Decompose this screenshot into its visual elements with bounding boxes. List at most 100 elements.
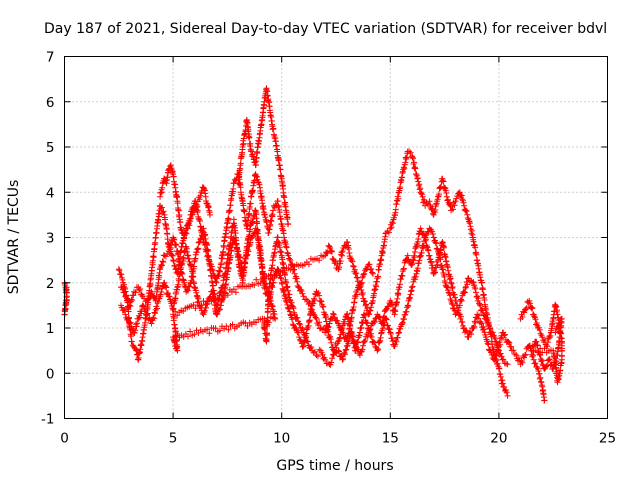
data-point [463, 208, 470, 215]
data-point [316, 319, 323, 326]
data-point [452, 198, 459, 205]
data-point [383, 315, 389, 322]
data-point [247, 140, 254, 147]
data-point [477, 302, 484, 309]
data-point [201, 307, 208, 314]
data-point [403, 308, 410, 315]
data-point [254, 150, 261, 157]
data-point [214, 328, 221, 335]
data-point [190, 273, 197, 280]
data-point [177, 270, 184, 277]
data-point [268, 218, 275, 225]
data-point [115, 266, 122, 273]
data-point [418, 249, 425, 256]
data-point [233, 240, 240, 247]
data-point [234, 244, 240, 251]
data-point [532, 316, 539, 323]
data-point [464, 281, 471, 288]
y-tick-label: 5 [46, 140, 55, 156]
data-point [407, 149, 414, 156]
data-point [358, 324, 365, 331]
data-point [392, 308, 399, 315]
data-point [308, 344, 315, 350]
data-point [289, 303, 296, 310]
data-point [396, 329, 402, 336]
data-point [312, 348, 318, 355]
data-point [434, 261, 441, 268]
data-point [430, 270, 437, 277]
data-point [187, 328, 194, 335]
data-point [226, 207, 233, 214]
plot-frame [64, 56, 608, 419]
data-point [136, 287, 143, 294]
data-point [458, 313, 464, 320]
data-point [150, 315, 157, 322]
data-point [351, 266, 358, 273]
data-point [553, 358, 560, 365]
data-point [558, 316, 564, 323]
data-point [235, 180, 242, 187]
data-point [195, 245, 202, 252]
data-point [218, 291, 225, 298]
data-point [533, 338, 540, 345]
data-point [428, 259, 435, 266]
data-point [353, 291, 360, 298]
data-point [158, 262, 165, 269]
data-point [158, 289, 165, 295]
data-point [286, 291, 293, 298]
data-point [394, 295, 401, 302]
data-point [225, 265, 232, 272]
data-point [521, 309, 528, 316]
data-point [497, 350, 504, 357]
data-point [329, 248, 335, 255]
data-point [230, 286, 237, 293]
data-point [481, 326, 487, 333]
data-point [388, 224, 395, 231]
data-point [395, 195, 402, 202]
data-point [387, 329, 394, 336]
data-point [171, 236, 178, 243]
data-point [361, 338, 368, 345]
data-point [449, 203, 455, 210]
data-point [186, 283, 193, 290]
data-point [220, 248, 227, 255]
data-point [246, 134, 253, 141]
data-point [529, 304, 536, 311]
data-point [318, 298, 325, 305]
data-point [350, 263, 357, 270]
data-point [360, 342, 366, 349]
data-point [504, 392, 511, 399]
data-point [300, 293, 307, 300]
data-point [340, 355, 347, 362]
data-point [546, 356, 553, 363]
data-point [382, 315, 389, 322]
data-point [207, 211, 213, 218]
data-point [250, 233, 256, 239]
data-point [288, 299, 295, 306]
data-point [207, 267, 214, 273]
data-point [366, 326, 373, 333]
data-point [170, 236, 177, 242]
data-point [366, 307, 373, 314]
data-point [341, 349, 348, 356]
data-point [386, 326, 393, 333]
data-point [296, 336, 303, 343]
data-point [273, 272, 280, 279]
data-point [387, 330, 394, 337]
data-point [461, 289, 468, 296]
data-point [362, 337, 369, 344]
data-point [550, 365, 557, 372]
data-point [526, 300, 533, 307]
data-point [504, 361, 511, 368]
data-point [198, 302, 205, 309]
data-point [287, 266, 294, 273]
data-point [461, 288, 468, 295]
data-point [385, 229, 392, 236]
data-point [389, 335, 396, 342]
data-point [473, 251, 480, 258]
data-point [383, 316, 390, 323]
data-point [392, 206, 399, 213]
y-tick-label: 2 [46, 276, 55, 292]
data-point [322, 356, 329, 363]
data-point [454, 310, 461, 316]
